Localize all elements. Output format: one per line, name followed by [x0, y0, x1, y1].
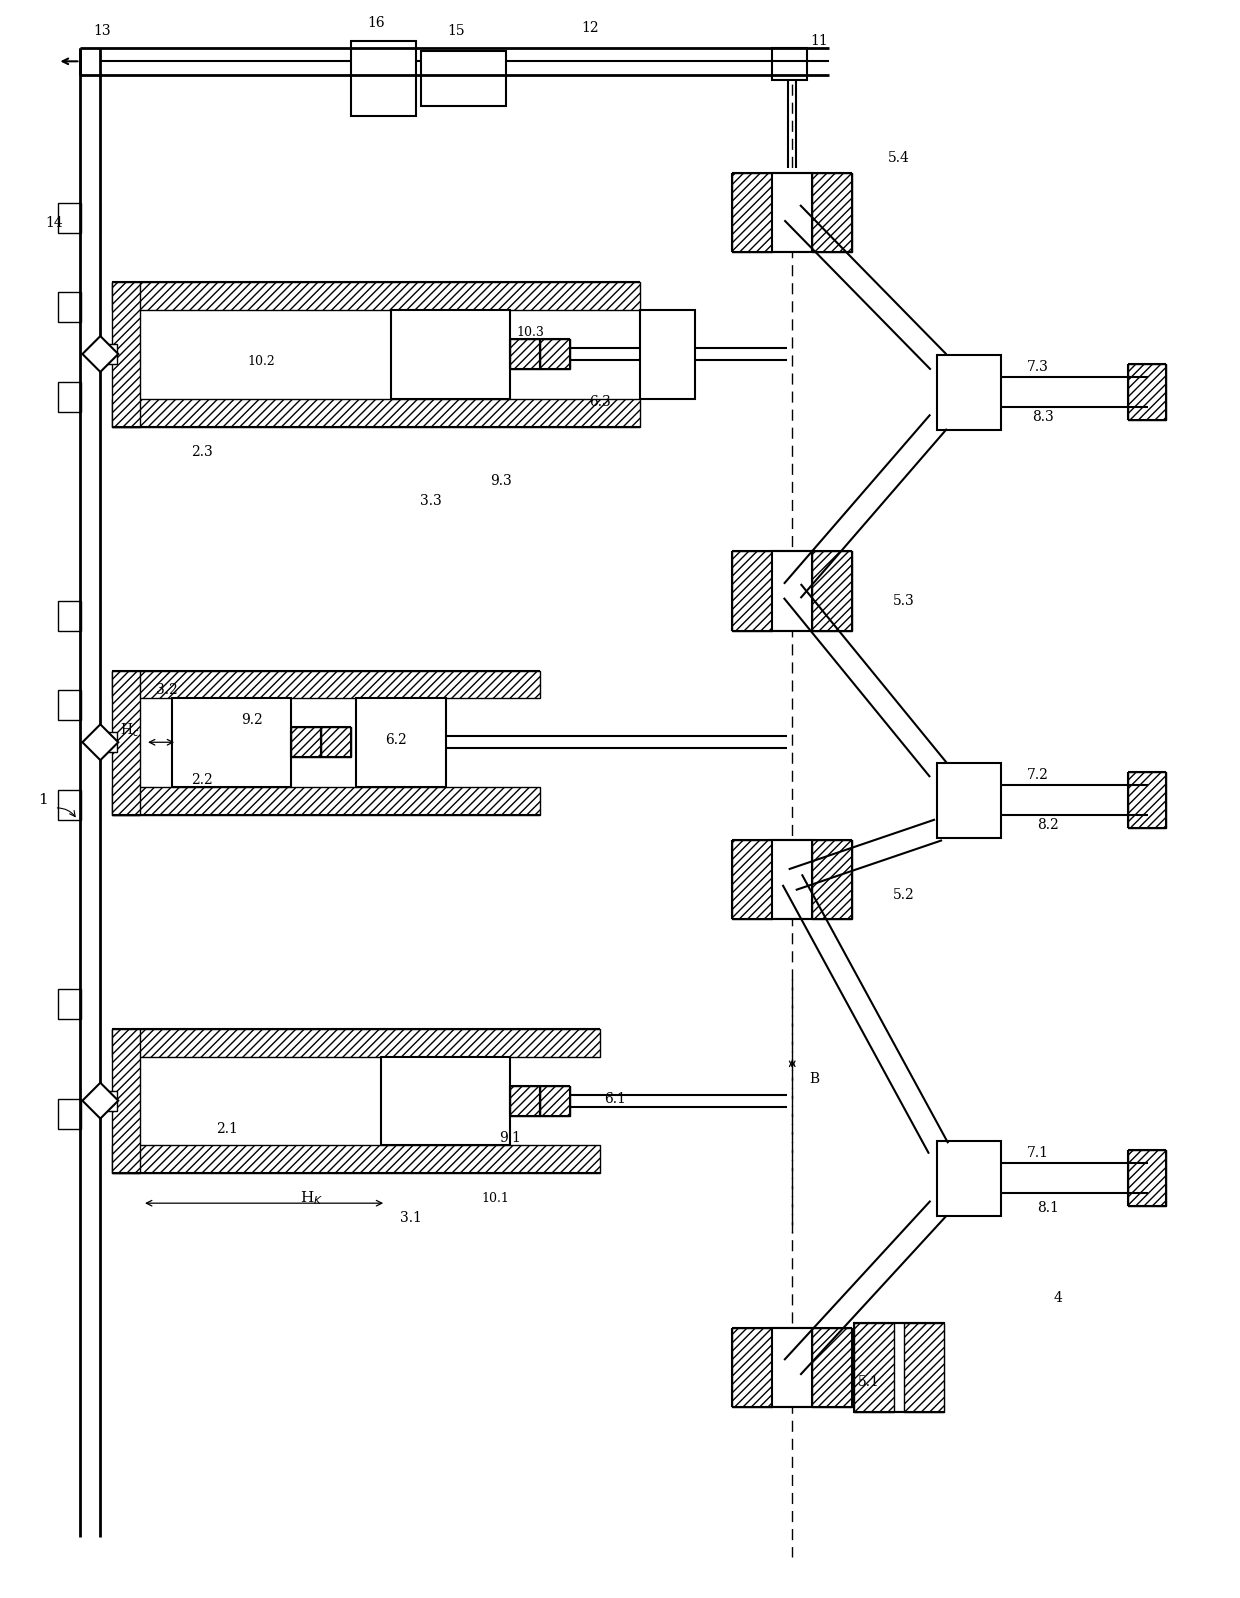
Bar [904, 1323, 944, 1413]
Text: 10.3: 10.3 [517, 326, 544, 339]
Bar [381, 1056, 511, 1146]
Text: 7.2: 7.2 [1027, 769, 1049, 781]
Bar [812, 551, 852, 631]
Bar [1127, 772, 1166, 828]
Text: 9.1: 9.1 [500, 1131, 522, 1146]
Bar [420, 51, 506, 105]
Bar [57, 690, 82, 721]
Bar [733, 551, 773, 631]
Bar [1127, 1151, 1166, 1206]
Bar [773, 1328, 812, 1408]
Bar [95, 344, 118, 364]
Text: 15: 15 [446, 24, 465, 38]
Bar [854, 1323, 894, 1413]
Text: 1: 1 [37, 793, 47, 807]
Bar [356, 698, 446, 788]
Bar [113, 1029, 140, 1173]
Bar [95, 732, 118, 753]
Text: 7.3: 7.3 [1027, 360, 1049, 374]
Polygon shape [82, 724, 118, 761]
Text: 2.1: 2.1 [216, 1122, 238, 1136]
Bar [57, 203, 82, 233]
Text: 13: 13 [93, 24, 112, 38]
Bar [57, 1099, 82, 1128]
Bar [57, 382, 82, 412]
Text: 8.2: 8.2 [1037, 818, 1059, 833]
Text: 9.3: 9.3 [490, 475, 511, 489]
Bar [773, 841, 812, 919]
Text: 5.3: 5.3 [893, 594, 915, 607]
Bar [854, 1323, 944, 1413]
Bar [113, 1146, 600, 1173]
Bar [511, 339, 541, 369]
Bar [113, 788, 541, 815]
Text: 12: 12 [582, 21, 599, 35]
Bar [733, 1328, 773, 1408]
Polygon shape [82, 1083, 118, 1119]
Text: 3.2: 3.2 [156, 684, 177, 697]
Text: 14: 14 [46, 216, 63, 230]
Bar [773, 48, 807, 80]
Bar [113, 671, 140, 815]
Bar [113, 283, 140, 427]
Bar [812, 1328, 852, 1408]
Bar [57, 789, 82, 820]
Bar [812, 173, 852, 252]
Bar [57, 601, 82, 631]
Bar [541, 1085, 570, 1115]
Bar [936, 1141, 1001, 1216]
Text: 4: 4 [1054, 1291, 1063, 1304]
Bar [113, 283, 640, 310]
Text: 8.3: 8.3 [1032, 409, 1054, 423]
Bar [57, 989, 82, 1020]
Bar [351, 42, 415, 117]
Bar [1127, 364, 1166, 420]
Bar [541, 339, 570, 369]
Bar [511, 1085, 541, 1115]
Bar [95, 1091, 118, 1111]
Bar [57, 292, 82, 323]
Text: 2.3: 2.3 [191, 444, 213, 459]
Bar [640, 310, 694, 400]
Text: 2.2: 2.2 [191, 773, 213, 788]
Bar [733, 841, 773, 919]
Bar [113, 1029, 600, 1056]
Bar [936, 355, 1001, 430]
Text: 3.1: 3.1 [401, 1211, 422, 1226]
Text: 16: 16 [367, 16, 384, 30]
Bar [812, 841, 852, 919]
Bar [773, 551, 812, 631]
Text: 5.4: 5.4 [888, 150, 910, 165]
Text: B: B [808, 1072, 820, 1085]
Text: H$_c$: H$_c$ [120, 722, 140, 738]
Text: 6.1: 6.1 [604, 1091, 626, 1106]
Text: 7.1: 7.1 [1027, 1146, 1049, 1160]
Text: 9.2: 9.2 [241, 713, 263, 727]
Text: 10.2: 10.2 [248, 355, 275, 369]
Bar [733, 173, 773, 252]
Text: 8.1: 8.1 [1037, 1202, 1059, 1214]
Text: 10.1: 10.1 [481, 1192, 510, 1205]
Text: 3.3: 3.3 [420, 494, 441, 508]
Bar [773, 173, 812, 252]
Text: 5.1: 5.1 [858, 1376, 880, 1389]
Bar [172, 698, 291, 788]
Polygon shape [82, 336, 118, 372]
Text: 11: 11 [810, 35, 828, 48]
Bar [936, 764, 1001, 837]
Text: 5.2: 5.2 [893, 887, 915, 901]
Text: 6.3: 6.3 [589, 395, 611, 409]
Bar [113, 400, 640, 427]
Bar [391, 310, 511, 400]
Text: 6.2: 6.2 [386, 733, 407, 748]
Bar [291, 727, 321, 757]
Text: H$_K$: H$_K$ [300, 1189, 322, 1206]
Bar [321, 727, 351, 757]
Bar [113, 671, 541, 698]
